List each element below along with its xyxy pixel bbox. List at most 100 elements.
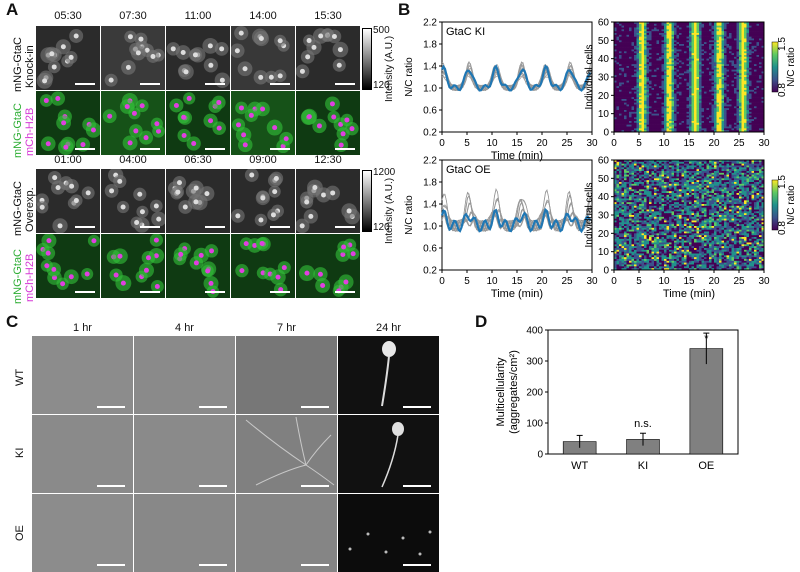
heat-cell xyxy=(724,177,727,179)
heat-cell xyxy=(627,64,630,66)
heat-cell xyxy=(619,105,622,107)
heat-cell xyxy=(757,39,760,41)
heat-cell xyxy=(674,169,677,171)
heat-cell xyxy=(667,105,670,107)
heat-cell xyxy=(679,182,682,184)
heat-cell xyxy=(742,166,745,168)
heat-cell xyxy=(759,117,762,119)
heat-cell xyxy=(687,103,690,105)
heat-cell xyxy=(649,53,652,55)
heat-cell xyxy=(739,164,742,166)
heat-cell xyxy=(719,180,722,182)
heat-cell xyxy=(749,110,752,112)
heat-cell xyxy=(687,97,690,99)
heat-cell xyxy=(727,70,730,72)
heat-cell xyxy=(672,106,675,108)
nucleus xyxy=(317,123,322,128)
heat-cell xyxy=(729,24,732,26)
heat-cell xyxy=(627,125,630,127)
heat-cell xyxy=(717,128,720,130)
heat-cell xyxy=(689,175,692,177)
heat-cell xyxy=(634,31,637,33)
heat-cell xyxy=(719,44,722,46)
heat-cell xyxy=(657,116,660,118)
heat-cell xyxy=(649,162,652,164)
heat-cell xyxy=(654,73,657,75)
heat-cell xyxy=(669,79,672,81)
heat-cell xyxy=(679,180,682,182)
heat-cell xyxy=(712,162,715,164)
heat-cell xyxy=(752,68,755,70)
heat-cell xyxy=(689,97,692,99)
heat-cell xyxy=(662,175,665,177)
heat-cell xyxy=(709,90,712,92)
heat-cell xyxy=(699,171,702,173)
nucleus xyxy=(272,189,277,194)
heat-cell xyxy=(689,162,692,164)
heat-cell xyxy=(679,92,682,94)
heat-cell xyxy=(629,171,632,173)
heat-cell xyxy=(722,61,725,63)
heat-cell xyxy=(644,50,647,52)
heat-cell xyxy=(729,77,732,79)
heat-cell xyxy=(752,106,755,108)
heat-cell xyxy=(737,57,740,59)
heat-cell xyxy=(649,42,652,44)
heat-cell xyxy=(739,169,742,171)
heat-cell xyxy=(632,162,635,164)
heat-cell xyxy=(634,26,637,28)
heat-cell xyxy=(629,70,632,72)
heat-cell xyxy=(724,46,727,48)
heat-cell xyxy=(704,42,707,44)
heat-cell xyxy=(732,53,735,55)
heat-cell xyxy=(712,79,715,81)
heat-cell xyxy=(639,70,642,72)
heat-cell xyxy=(699,173,702,175)
heat-cell xyxy=(659,75,662,77)
heat-cell xyxy=(682,169,685,171)
heat-cell xyxy=(617,94,620,96)
heat-cell xyxy=(677,40,680,42)
heat-cell xyxy=(692,108,695,110)
heat-cell xyxy=(687,167,690,169)
heat-cell xyxy=(732,28,735,30)
heat-cell xyxy=(712,62,715,64)
heat-cell xyxy=(669,77,672,79)
heat-cell xyxy=(629,83,632,85)
label-text: mNG-GtaC xyxy=(12,249,24,304)
heat-cell xyxy=(629,64,632,66)
heat-cell xyxy=(697,114,700,116)
heat-cell xyxy=(644,48,647,50)
heat-cell xyxy=(637,26,640,28)
heat-cell xyxy=(639,99,642,101)
heat-cell xyxy=(712,83,715,85)
nucleus xyxy=(239,31,244,36)
heat-cell xyxy=(627,81,630,83)
heat-cell xyxy=(654,77,657,79)
heat-cell xyxy=(729,95,732,97)
cells-icon xyxy=(36,234,100,298)
heat-cell xyxy=(722,46,725,48)
heat-cell xyxy=(687,114,690,116)
heat-cell xyxy=(669,68,672,70)
heat-cell xyxy=(742,50,745,52)
heat-cell xyxy=(709,180,712,182)
heat-cell xyxy=(672,92,675,94)
heat-cell xyxy=(697,53,700,55)
heat-cell xyxy=(757,46,760,48)
heat-cell xyxy=(647,119,650,121)
heat-cell xyxy=(619,178,622,180)
heat-cell xyxy=(639,106,642,108)
heat-cell xyxy=(634,24,637,26)
nucleus xyxy=(74,198,79,203)
heat-cell xyxy=(674,173,677,175)
heat-cell xyxy=(632,29,635,31)
heat-cell xyxy=(642,77,645,79)
heat-cell xyxy=(637,57,640,59)
heat-cell xyxy=(747,108,750,110)
heat-cell xyxy=(747,72,750,74)
heat-cell xyxy=(717,175,720,177)
heat-cell xyxy=(737,92,740,94)
time-label: 14:00 xyxy=(231,10,295,22)
heat-cell xyxy=(744,40,747,42)
